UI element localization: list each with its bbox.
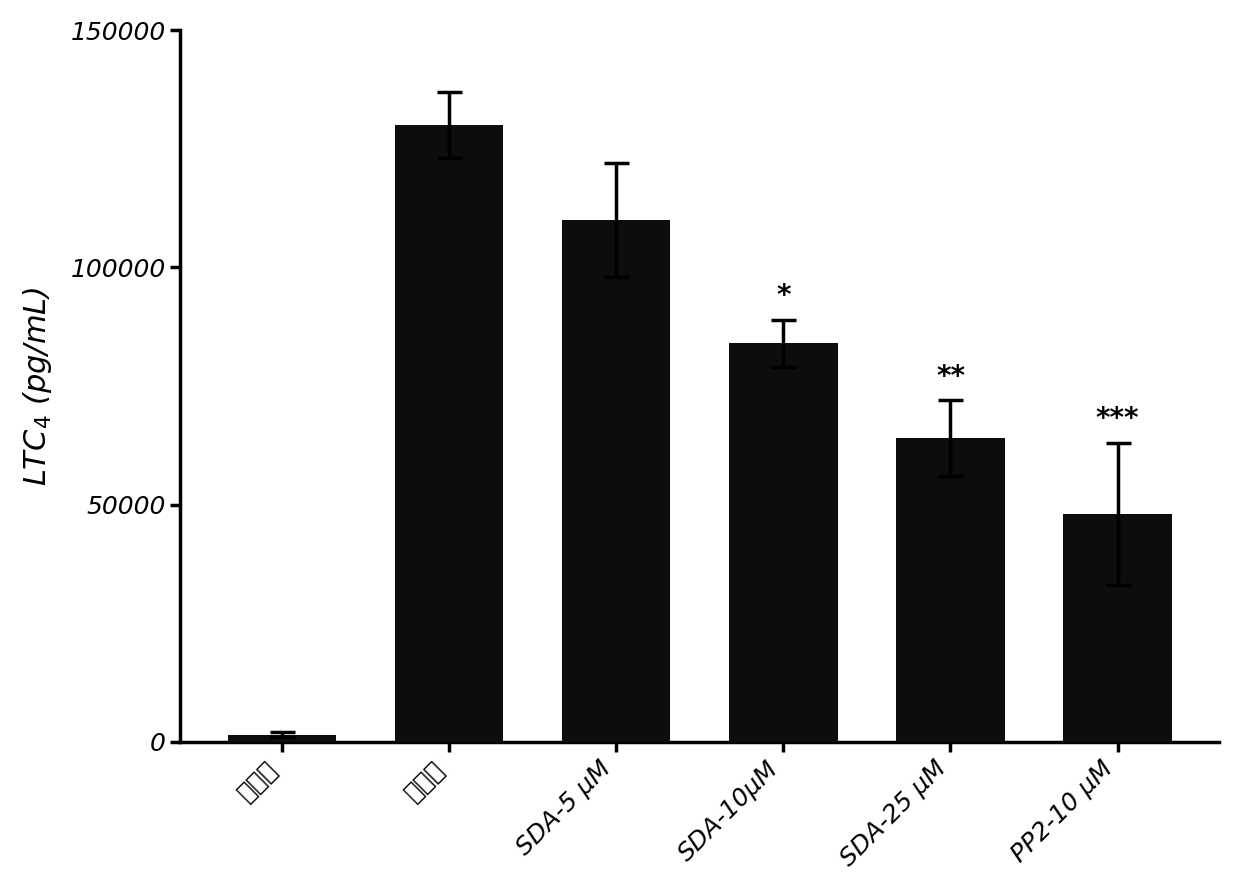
Bar — [394, 125, 503, 741]
Y-axis label: LTC$_4$ (pg/mL): LTC$_4$ (pg/mL) — [21, 286, 53, 486]
Bar — [897, 438, 1004, 741]
Bar — [562, 220, 671, 741]
Text: ***: *** — [1096, 406, 1140, 434]
Bar — [729, 343, 838, 741]
Bar — [228, 735, 336, 741]
Text: **: ** — [936, 363, 965, 391]
Bar — [1063, 514, 1172, 741]
Text: *: * — [776, 282, 791, 310]
